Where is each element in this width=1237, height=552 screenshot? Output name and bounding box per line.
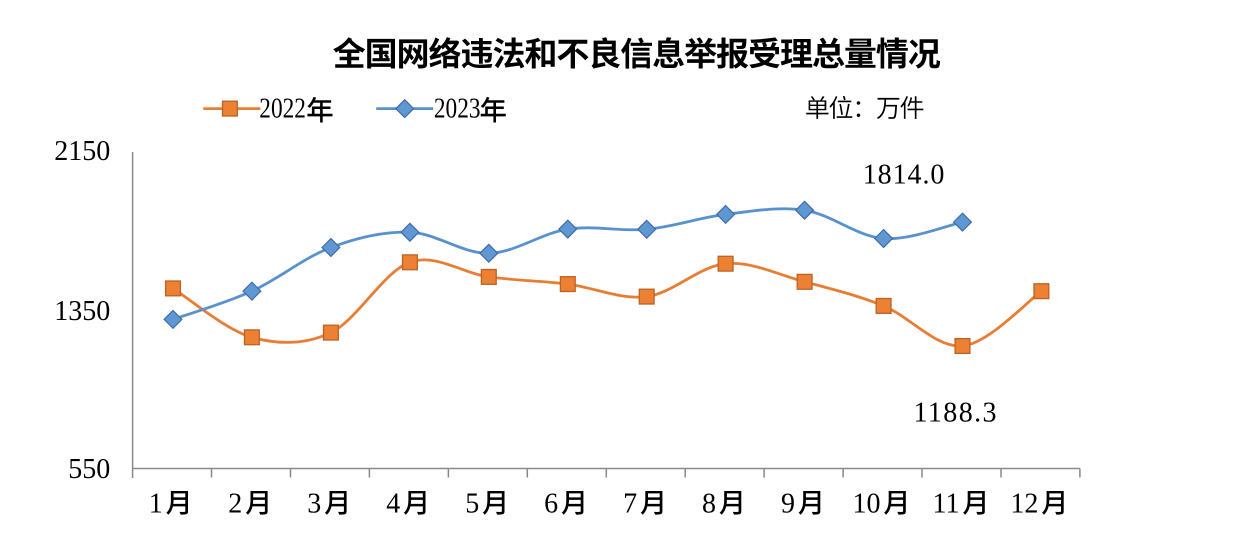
svg-text:2150: 2150 (54, 136, 110, 167)
svg-text:1814.0: 1814.0 (863, 160, 945, 191)
svg-text:1: 1 (149, 488, 163, 519)
svg-text:4: 4 (386, 488, 400, 519)
svg-text:10: 10 (853, 488, 881, 519)
svg-text:2022: 2022 (259, 94, 306, 125)
svg-text:12: 12 (1010, 488, 1038, 519)
svg-text:11: 11 (933, 488, 960, 519)
svg-text:550: 550 (68, 454, 110, 485)
svg-text:2: 2 (228, 488, 242, 519)
svg-text:5: 5 (465, 488, 479, 519)
svg-text:9: 9 (781, 488, 795, 519)
svg-text:7: 7 (623, 488, 637, 519)
svg-text:8: 8 (702, 488, 716, 519)
svg-text:2023: 2023 (434, 94, 481, 125)
svg-text:6: 6 (544, 488, 558, 519)
svg-text:1350: 1350 (54, 296, 110, 327)
svg-text:3: 3 (307, 488, 321, 519)
svg-text:1188.3: 1188.3 (914, 398, 997, 429)
